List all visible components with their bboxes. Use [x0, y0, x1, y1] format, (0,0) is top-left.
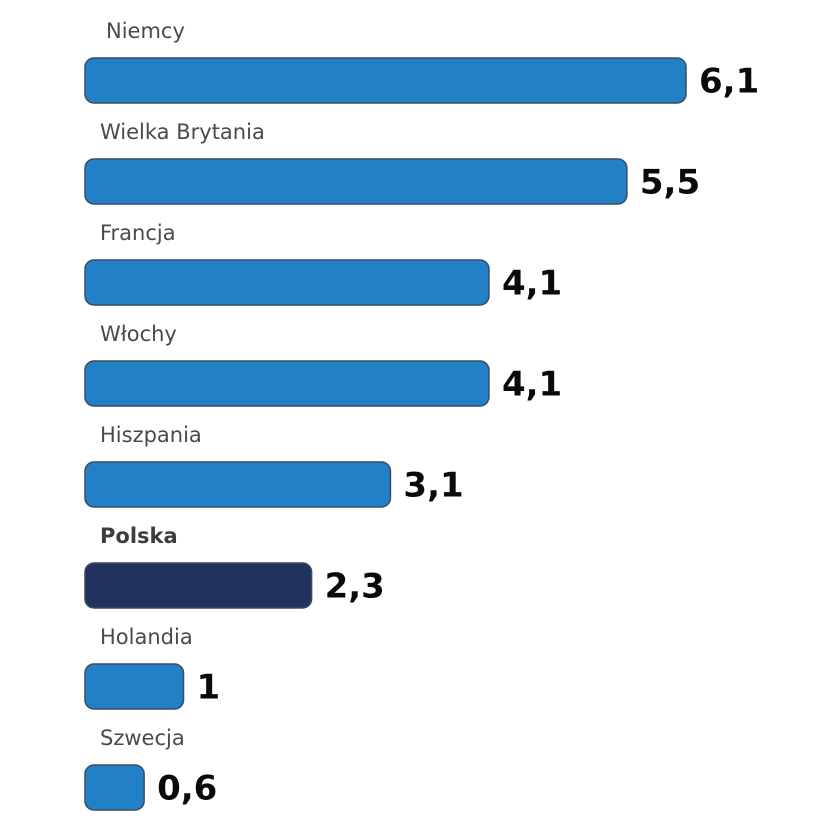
bar-row: Wielka Brytania 5,5 [84, 120, 700, 205]
category-label: Polska [100, 524, 178, 548]
value-label: 4,1 [502, 365, 562, 405]
value-label: 2,3 [325, 567, 385, 607]
value-label: 3,1 [403, 466, 463, 506]
category-label: Wielka Brytania [100, 120, 265, 144]
value-label: 6,1 [699, 62, 759, 102]
value-label: 5,5 [640, 163, 700, 203]
category-label: Włochy [100, 322, 177, 346]
bar [84, 764, 145, 811]
bar [84, 461, 392, 508]
bar-row: Francja 4,1 [84, 221, 562, 306]
bar-row: Polska 2,3 [84, 524, 385, 609]
category-label: Szwecja [100, 726, 185, 750]
category-label: Niemcy [106, 19, 185, 43]
bar [84, 158, 628, 205]
bar [84, 562, 313, 609]
bar [84, 663, 185, 710]
bar-row: Włochy 4,1 [84, 322, 562, 407]
bar [84, 360, 490, 407]
bar [84, 57, 687, 104]
value-label: 0,6 [157, 769, 217, 809]
bar-row: Szwecja 0,6 [84, 726, 217, 811]
bar-row: Hiszpania 3,1 [84, 423, 464, 508]
bar [84, 259, 490, 306]
category-label: Hiszpania [100, 423, 202, 447]
category-label: Holandia [100, 625, 193, 649]
bar-row: Niemcy 6,1 [84, 19, 759, 104]
value-label: 4,1 [502, 264, 562, 304]
value-label: 1 [197, 668, 221, 708]
category-label: Francja [100, 221, 176, 245]
